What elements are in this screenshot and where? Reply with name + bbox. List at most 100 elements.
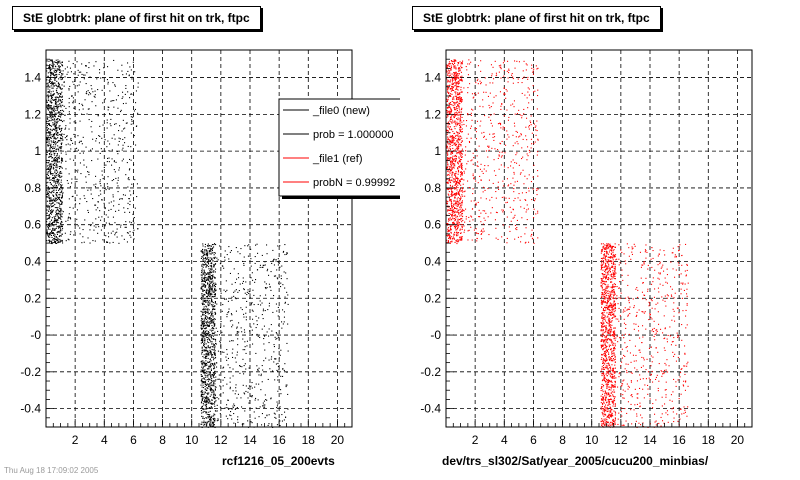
data-point: [47, 172, 49, 174]
data-point: [219, 385, 221, 387]
data-point: [461, 204, 463, 206]
data-point: [55, 222, 57, 224]
data-point: [516, 219, 518, 221]
data-point: [260, 373, 262, 375]
data-point: [219, 263, 221, 265]
data-point: [459, 79, 461, 81]
data-point: [49, 107, 51, 109]
data-point: [451, 93, 453, 95]
data-point: [461, 137, 463, 139]
data-point: [49, 236, 51, 238]
data-point: [516, 131, 518, 133]
data-point: [104, 208, 106, 210]
data-point: [277, 261, 279, 263]
data-point: [202, 299, 204, 301]
data-point: [203, 301, 205, 303]
data-point: [79, 140, 81, 142]
data-point: [217, 330, 219, 332]
data-point: [503, 60, 505, 62]
data-point: [49, 176, 51, 178]
data-point: [54, 128, 56, 130]
data-point: [451, 128, 453, 130]
data-point: [74, 222, 76, 224]
data-point: [54, 203, 56, 205]
data-point: [213, 318, 215, 320]
data-point: [450, 110, 452, 112]
data-point: [51, 141, 53, 143]
data-point: [74, 230, 76, 232]
data-point: [459, 124, 461, 126]
data-point: [58, 111, 60, 113]
data-point: [446, 106, 448, 108]
data-point: [452, 157, 454, 159]
data-point: [49, 172, 51, 174]
data-point: [237, 344, 239, 346]
data-point: [458, 92, 460, 94]
data-point: [207, 278, 209, 280]
data-point: [264, 261, 266, 263]
data-point: [206, 404, 208, 406]
data-point: [472, 193, 474, 195]
data-point: [455, 182, 457, 184]
data-point: [451, 172, 453, 174]
data-point: [446, 100, 448, 102]
data-point: [455, 154, 457, 156]
data-point: [206, 355, 208, 357]
data-point: [455, 77, 457, 79]
data-point: [203, 293, 205, 295]
data-point: [68, 216, 70, 218]
data-point: [487, 145, 489, 147]
data-point: [245, 390, 247, 392]
data-point: [514, 162, 516, 164]
data-point: [446, 241, 448, 243]
data-point: [204, 392, 206, 394]
data-point: [452, 141, 454, 143]
data-point: [472, 173, 474, 175]
data-point: [49, 133, 51, 135]
data-point: [49, 169, 51, 171]
data-point: [58, 84, 60, 86]
data-point: [203, 336, 205, 338]
data-point: [459, 153, 461, 155]
data-point: [453, 222, 455, 224]
data-point: [66, 136, 68, 138]
data-point: [211, 423, 213, 425]
data-point: [208, 368, 210, 370]
data-point: [208, 371, 210, 373]
data-point: [54, 157, 56, 159]
data-point: [53, 135, 55, 137]
data-point: [488, 146, 490, 148]
data-point: [204, 365, 206, 367]
data-point: [50, 167, 52, 169]
data-point: [209, 329, 211, 331]
data-point: [62, 104, 64, 106]
data-point: [474, 93, 476, 95]
data-point: [209, 361, 211, 363]
data-point: [208, 399, 210, 401]
data-point: [215, 313, 217, 315]
data-point: [532, 73, 534, 75]
data-point: [459, 208, 461, 210]
data-point: [214, 331, 216, 333]
data-point: [517, 197, 519, 199]
data-point: [527, 107, 529, 109]
data-point: [210, 375, 212, 377]
data-point: [253, 294, 255, 296]
data-point: [76, 147, 78, 149]
data-point: [90, 93, 92, 95]
data-point: [455, 173, 457, 175]
data-point: [52, 85, 54, 87]
data-point: [113, 134, 115, 136]
data-point: [205, 347, 207, 349]
data-point: [211, 250, 213, 252]
data-point: [61, 158, 63, 160]
data-point: [77, 135, 79, 137]
data-point: [458, 96, 460, 98]
data-point: [450, 95, 452, 97]
data-point: [129, 200, 131, 202]
data-point: [525, 227, 527, 229]
data-point: [455, 175, 457, 177]
data-point: [513, 200, 515, 202]
data-point: [57, 108, 59, 110]
data-point: [226, 313, 228, 315]
